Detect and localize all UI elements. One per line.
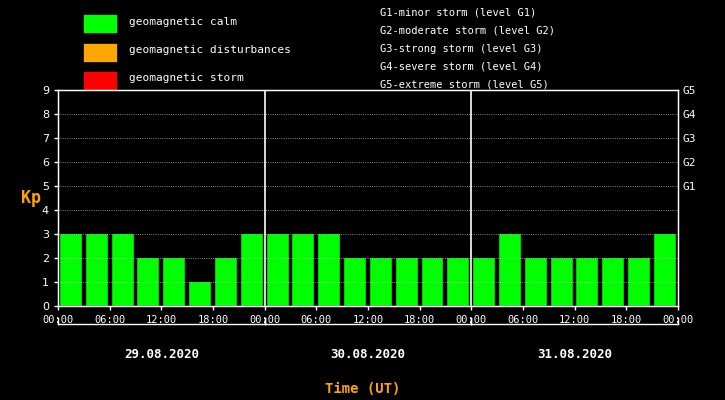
Text: 29.08.2020: 29.08.2020 <box>124 348 199 361</box>
Bar <box>112 234 133 306</box>
Text: G3-strong storm (level G3): G3-strong storm (level G3) <box>381 44 543 54</box>
Bar <box>215 258 237 306</box>
Text: G4-severe storm (level G4): G4-severe storm (level G4) <box>381 62 543 72</box>
Bar <box>551 258 573 306</box>
Bar <box>421 258 444 306</box>
Bar <box>396 258 418 306</box>
Bar <box>60 234 82 306</box>
Text: geomagnetic calm: geomagnetic calm <box>129 17 237 27</box>
Text: 31.08.2020: 31.08.2020 <box>537 348 612 361</box>
Text: geomagnetic storm: geomagnetic storm <box>129 73 244 83</box>
Bar <box>189 282 211 306</box>
Bar <box>602 258 624 306</box>
FancyBboxPatch shape <box>83 43 117 62</box>
Text: G1-minor storm (level G1): G1-minor storm (level G1) <box>381 8 536 18</box>
Bar <box>241 234 262 306</box>
Text: Time (UT): Time (UT) <box>325 382 400 396</box>
Bar <box>86 234 108 306</box>
Bar <box>628 258 650 306</box>
Text: G2-moderate storm (level G2): G2-moderate storm (level G2) <box>381 26 555 36</box>
Y-axis label: Kp: Kp <box>21 189 41 207</box>
Bar <box>163 258 185 306</box>
Bar <box>344 258 366 306</box>
Bar <box>267 234 289 306</box>
Bar <box>499 234 521 306</box>
Bar <box>654 234 676 306</box>
Bar <box>138 258 160 306</box>
Bar <box>525 258 547 306</box>
Bar <box>576 258 598 306</box>
Bar <box>318 234 340 306</box>
FancyBboxPatch shape <box>83 71 117 90</box>
Bar <box>473 258 495 306</box>
Bar <box>447 258 469 306</box>
Text: 30.08.2020: 30.08.2020 <box>331 348 405 361</box>
Bar <box>370 258 392 306</box>
Text: geomagnetic disturbances: geomagnetic disturbances <box>129 45 291 55</box>
FancyBboxPatch shape <box>83 14 117 33</box>
Text: G5-extreme storm (level G5): G5-extreme storm (level G5) <box>381 80 549 90</box>
Bar <box>292 234 315 306</box>
